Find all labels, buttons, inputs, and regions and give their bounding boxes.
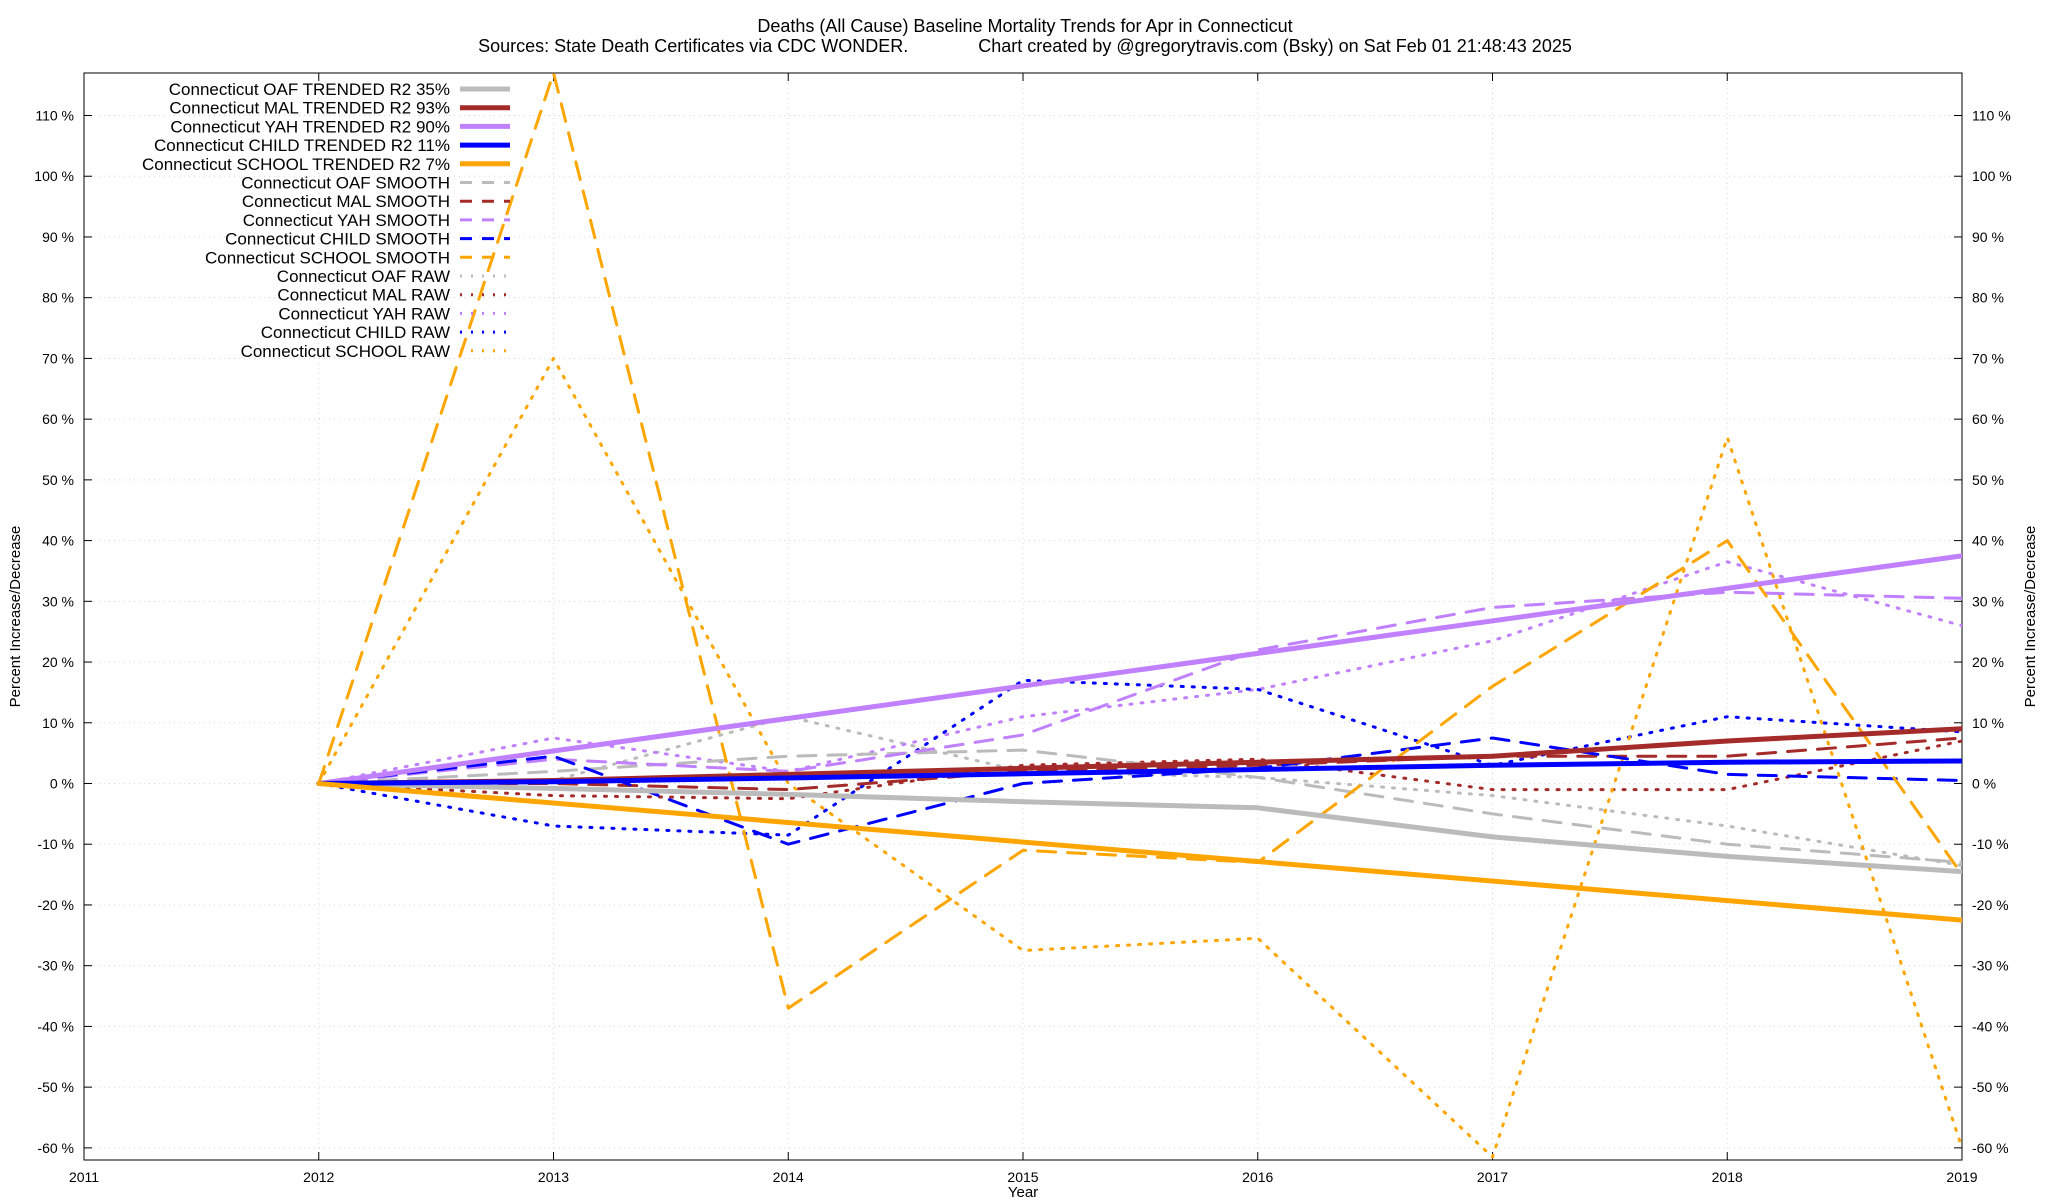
legend-label: Connecticut YAH SMOOTH (243, 211, 450, 230)
series-line-12 (317, 560, 1962, 785)
y2-tick-label: 0 % (1972, 775, 1996, 791)
series-line-14 (317, 356, 1962, 1159)
y2-tick-label: 90 % (1972, 229, 2004, 245)
y-tick-label: 10 % (42, 715, 74, 731)
y2-tick-label: 80 % (1972, 290, 2004, 306)
chart-subtitle: Sources: State Death Certificates via CD… (478, 36, 1572, 56)
y2-tick-label: -40 % (1972, 1018, 2009, 1034)
x-axis-label: Year (1008, 1184, 1038, 1200)
y2-tick-label: 50 % (1972, 472, 2004, 488)
y2-tick-label: 110 % (1972, 108, 2011, 124)
x-tick-label: 2012 (303, 1169, 334, 1185)
y2-tick-label: 30 % (1972, 593, 2004, 609)
y-tick-label: -20 % (37, 897, 74, 913)
legend: Connecticut OAF TRENDED R2 35%Connecticu… (142, 80, 510, 361)
ticks-layer: 2011 2012 2013 2014 2015 2016 2017 2018 2019 110 … (34, 73, 2012, 1185)
x-tick-label: 2017 (1477, 1169, 1508, 1185)
grid-layer (83, 73, 1963, 1160)
legend-label: Connecticut OAF TRENDED R2 35% (169, 80, 450, 99)
y2-tick-label: -30 % (1972, 958, 2009, 974)
x-tick-label: 2018 (1712, 1169, 1743, 1185)
y-tick-label: -60 % (37, 1140, 74, 1156)
y2-tick-label: 60 % (1972, 411, 2004, 427)
series-line-0 (316, 781, 1962, 875)
y-tick-label: 100 % (34, 168, 74, 184)
legend-label: Connecticut YAH TRENDED R2 90% (170, 117, 450, 136)
series-line-4 (316, 781, 1962, 923)
y2-tick-label: -10 % (1972, 836, 2009, 852)
y-tick-label: 0 % (50, 775, 74, 791)
y-tick-label: -40 % (37, 1018, 74, 1034)
legend-label: Connecticut MAL TRENDED R2 93% (169, 99, 450, 118)
y-tick-label: 70 % (42, 350, 74, 366)
legend-label: Connecticut SCHOOL TRENDED R2 7% (142, 155, 450, 174)
x-tick-label: 2015 (1007, 1169, 1038, 1185)
legend-label: Connecticut SCHOOL SMOOTH (205, 248, 450, 267)
y-tick-label: -10 % (37, 836, 74, 852)
series-line-13 (317, 678, 1962, 837)
y-tick-label: 90 % (42, 229, 74, 245)
chart-title: Deaths (All Cause) Baseline Mortality Tr… (757, 16, 1292, 36)
y-tick-label: 20 % (42, 654, 74, 670)
y2-tick-label: -50 % (1972, 1079, 2009, 1095)
x-tick-label: 2016 (1242, 1169, 1273, 1185)
y-tick-label: 80 % (42, 290, 74, 306)
y-tick-label: -50 % (37, 1079, 74, 1095)
y-tick-label: 50 % (42, 472, 74, 488)
y2-tick-label: -20 % (1972, 897, 2009, 913)
legend-label: Connecticut CHILD TRENDED R2 11% (154, 136, 450, 155)
legend-label: Connecticut CHILD SMOOTH (225, 230, 450, 249)
y-tick-label: 30 % (42, 593, 74, 609)
legend-label: Connecticut MAL RAW (277, 286, 450, 305)
legend-label: Connecticut YAH RAW (278, 304, 450, 323)
series-line-8 (317, 736, 1962, 846)
legend-label: Connecticut OAF RAW (277, 267, 450, 286)
y-axis-label: Percent Increase/Decrease (7, 526, 24, 708)
y2-tick-label: 70 % (1972, 350, 2004, 366)
y2-axis-label: Percent Increase/Decrease (2022, 526, 2039, 708)
legend-label: Connecticut OAF SMOOTH (241, 174, 450, 193)
series-line-6 (317, 736, 1962, 792)
x-tick-label: 2014 (773, 1169, 804, 1185)
legend-label: Connecticut CHILD RAW (261, 323, 450, 342)
y2-tick-label: 40 % (1972, 533, 2004, 549)
series-layer (316, 73, 1962, 1159)
y2-tick-label: 10 % (1972, 715, 2004, 731)
x-tick-label: 2019 (1946, 1169, 1977, 1185)
series-line-2 (316, 553, 1962, 786)
x-tick-label: 2011 (69, 1169, 99, 1185)
legend-label: Connecticut MAL SMOOTH (242, 192, 450, 211)
series-line-3 (316, 758, 1962, 786)
y-tick-label: 60 % (42, 411, 74, 427)
legend-label: Connecticut SCHOOL RAW (241, 342, 450, 361)
y-tick-label: 40 % (42, 533, 74, 549)
y-tick-label: 110 % (35, 108, 74, 124)
y2-tick-label: 100 % (1972, 168, 2012, 184)
y2-tick-label: 20 % (1972, 654, 2004, 670)
y-tick-label: -30 % (37, 958, 74, 974)
series-line-9 (317, 73, 1962, 1010)
y2-tick-label: -60 % (1972, 1140, 2009, 1156)
x-tick-label: 2013 (538, 1169, 569, 1185)
